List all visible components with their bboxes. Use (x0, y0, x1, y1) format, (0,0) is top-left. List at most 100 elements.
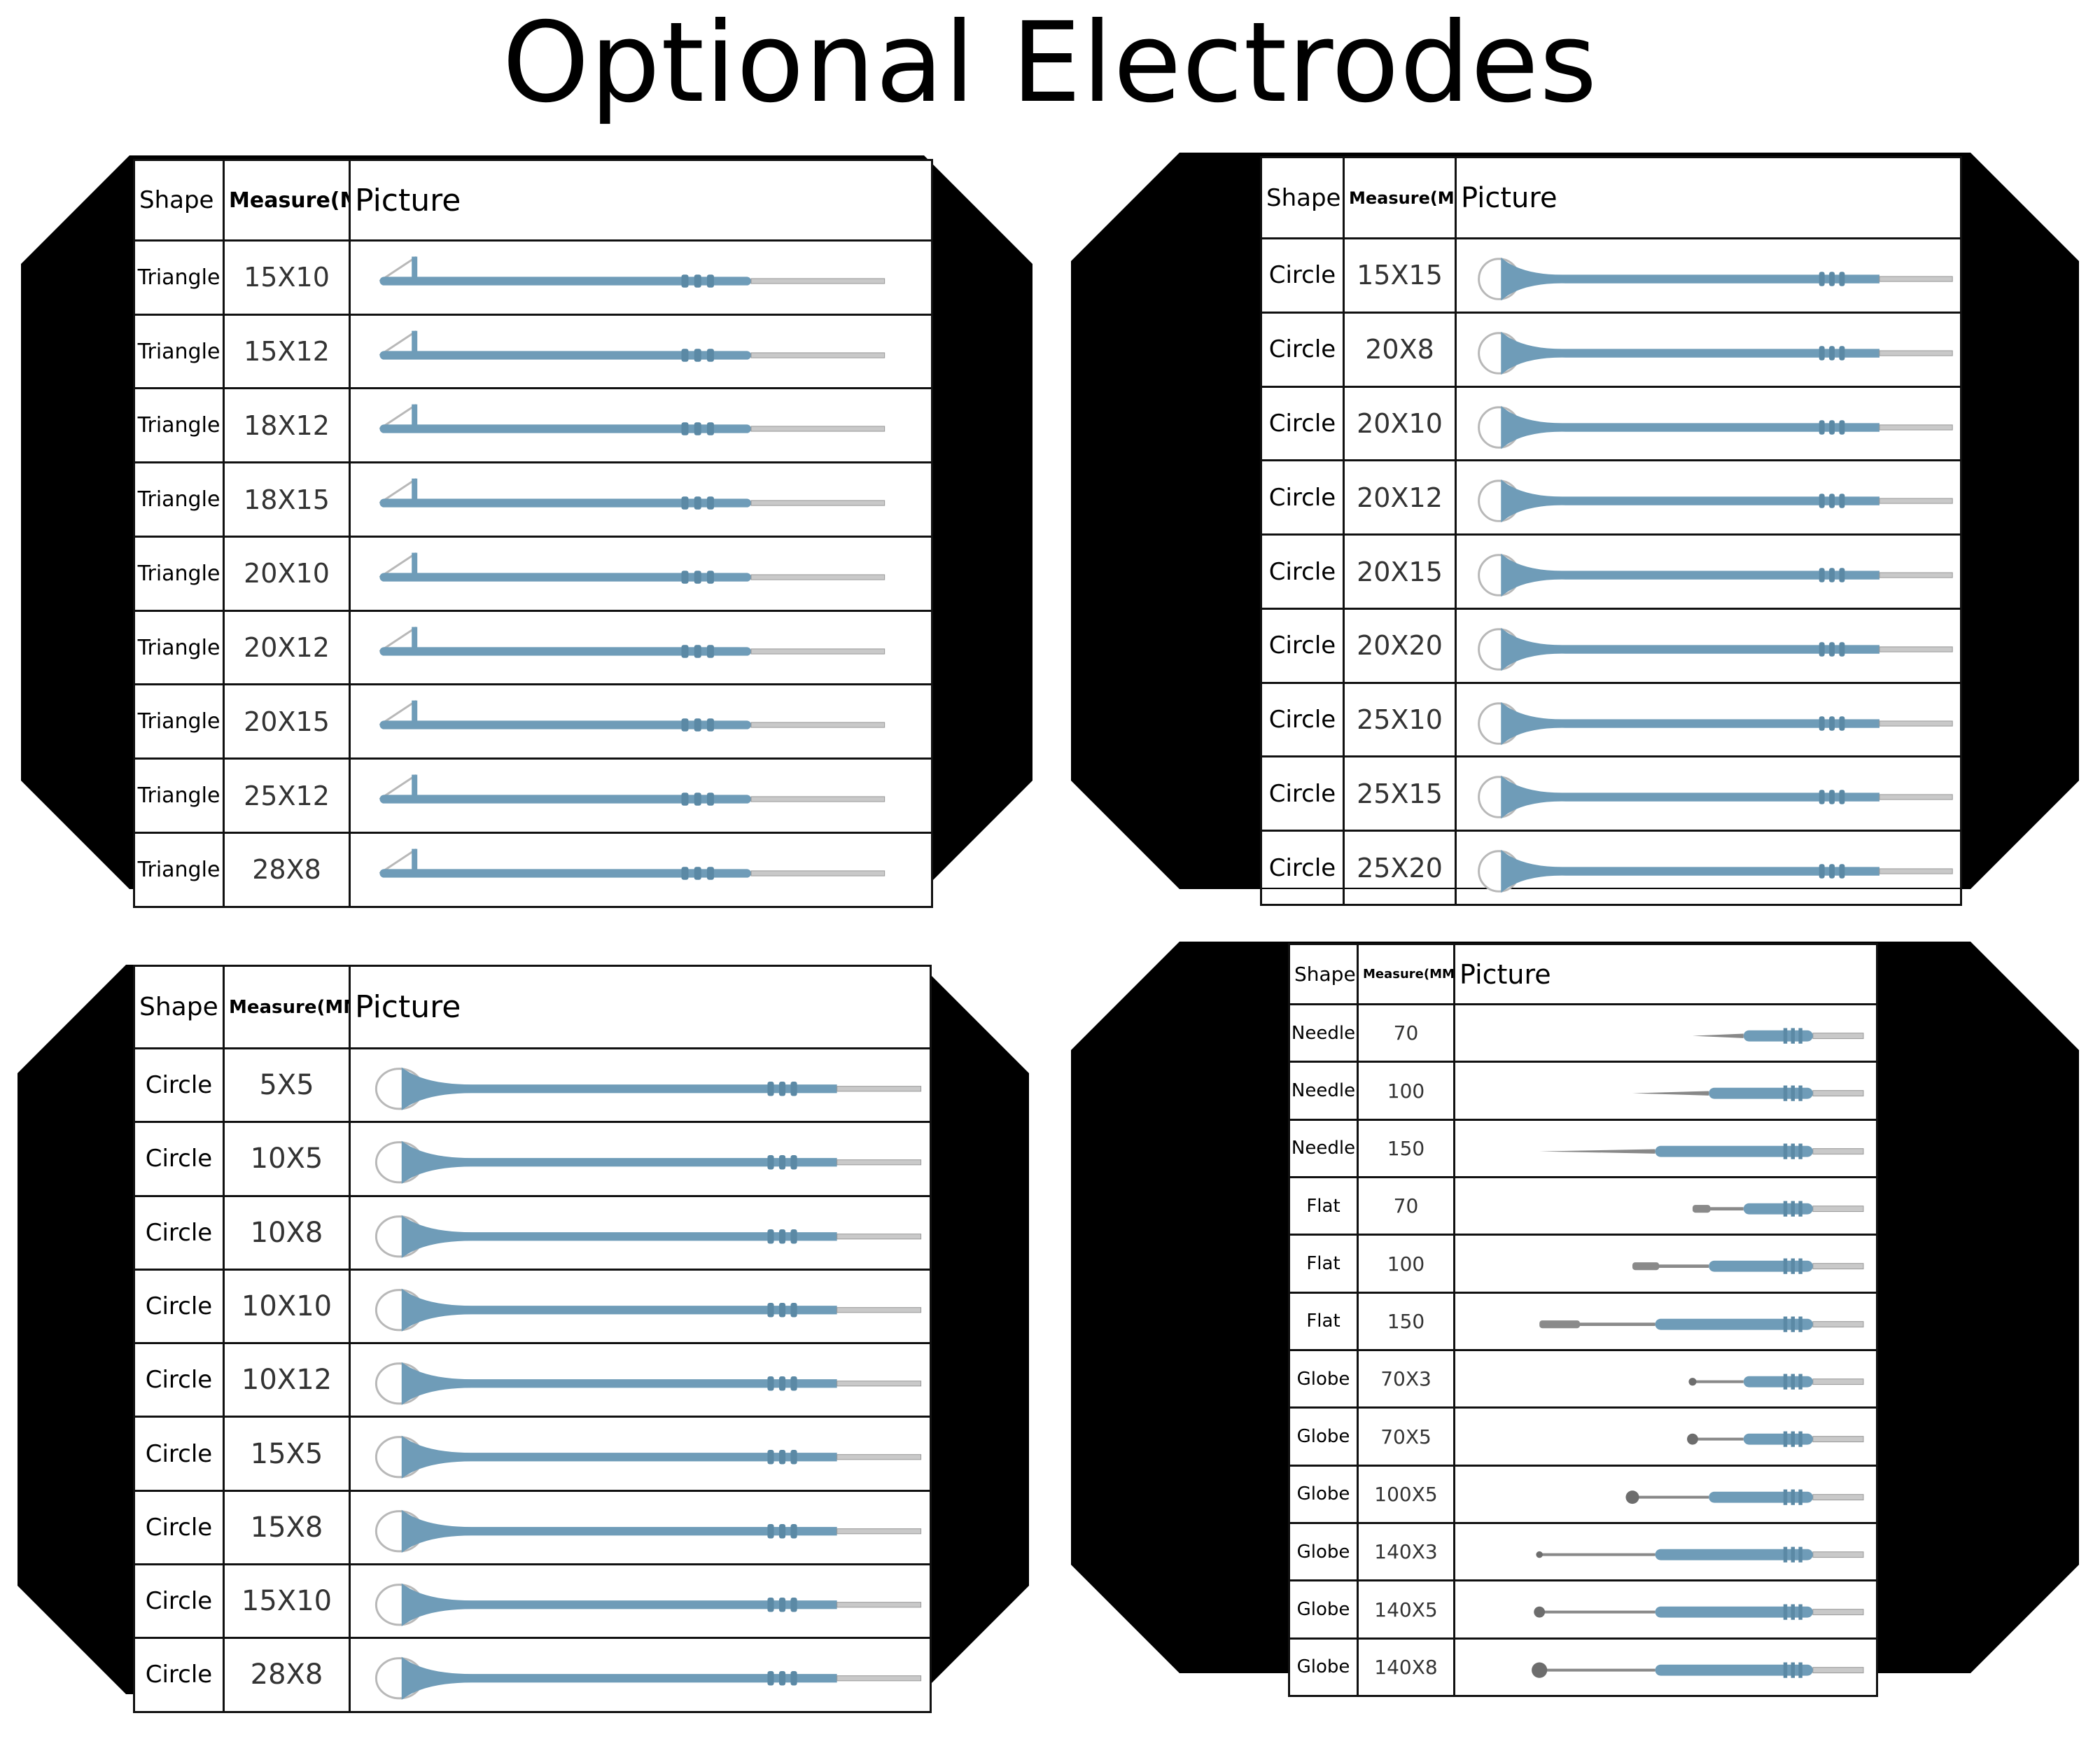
circle-loop-electrode-icon (1478, 849, 1953, 893)
shape-cell: Circle (133, 1637, 225, 1713)
picture-cell (1455, 311, 1962, 388)
circle-loop-electrode-icon (1478, 331, 1953, 375)
table-row: Flat 70 (1288, 1176, 1878, 1236)
globe-ball-electrode-icon (1688, 1374, 1864, 1390)
shape-cell: Triangle (133, 461, 225, 538)
table-row: Needle 150 (1288, 1118, 1878, 1179)
circle-loop-electrode-icon (374, 1435, 922, 1479)
table-row: Circle 20X12 (1260, 459, 1962, 536)
shape-cell: Needle (1288, 1061, 1359, 1121)
measure-cell: 28X8 (223, 1637, 351, 1713)
table-row: Globe 140X3 (1288, 1522, 1878, 1582)
picture-cell (349, 1416, 932, 1492)
picture-cell (349, 1121, 932, 1197)
table-row: Triangle 28X8 (133, 831, 933, 908)
picture-cell (349, 609, 933, 686)
circle-loop-electrode-icon (374, 1509, 922, 1553)
table-row: Circle 15X15 (1260, 237, 1962, 314)
picture-cell (1453, 1522, 1878, 1582)
shape-cell: Circle (1260, 533, 1345, 610)
picture-cell (1453, 1464, 1878, 1525)
measure-cell: 150 (1357, 1118, 1455, 1179)
shape-cell: Circle (133, 1489, 225, 1565)
measure-cell: 20X10 (1343, 385, 1457, 462)
picture-cell (349, 1563, 932, 1640)
shape-cell: Triangle (133, 683, 225, 760)
shape-cell: Globe (1288, 1464, 1359, 1525)
needle-electrode-icon (1632, 1085, 1864, 1102)
shape-cell: Globe (1288, 1349, 1359, 1409)
measure-cell: 20X8 (1343, 311, 1457, 388)
circle-loop-electrode-icon (1478, 405, 1953, 449)
measure-cell: 70X5 (1357, 1406, 1455, 1467)
measure-cell: 25X10 (1343, 681, 1457, 758)
measure-column-header: Measure(MM) (223, 965, 351, 1049)
triangle-loop-electrode-icon (379, 552, 886, 584)
table-row: Circle 20X10 (1260, 385, 1962, 462)
picture-cell (1453, 1118, 1878, 1179)
shape-cell: Circle (1260, 681, 1345, 758)
triangle-loop-electrode-icon (379, 478, 886, 510)
globe-ball-electrode-icon (1532, 1662, 1864, 1678)
picture-cell (1455, 681, 1962, 758)
shape-cell: Circle (1260, 607, 1345, 684)
measure-cell: 100 (1357, 1234, 1455, 1294)
circle-loop-electrode-icon (374, 1583, 922, 1626)
picture-cell (1453, 1061, 1878, 1121)
measure-cell: 150 (1357, 1291, 1455, 1352)
table-row: Circle 25X10 (1260, 681, 1962, 758)
picture-cell (1455, 830, 1962, 907)
picture-cell (1453, 1637, 1878, 1698)
circle-loop-electrode-icon (374, 1067, 922, 1110)
circle-loop-electrode-icon (1478, 553, 1953, 597)
table-row: Triangle 25X12 (133, 757, 933, 834)
picture-cell (349, 461, 933, 538)
table-row: Circle 28X8 (133, 1637, 932, 1713)
table-row: Globe 70X3 (1288, 1349, 1878, 1409)
table-row: Globe 100X5 (1288, 1464, 1878, 1525)
table-row: Triangle 15X12 (133, 313, 933, 390)
table-row: Triangle 20X15 (133, 683, 933, 760)
table-row: Circle 25X15 (1260, 755, 1962, 832)
panel-needle-flat-globe: Shape Measure(MM) Picture Needle 70 Needle 100… (1071, 942, 2079, 1698)
circle-loop-electrode-icon (374, 1362, 922, 1406)
picture-cell (349, 1489, 932, 1565)
measure-cell: 15X15 (1343, 237, 1457, 314)
shape-cell: Circle (1260, 755, 1345, 832)
picture-cell (1453, 1406, 1878, 1467)
picture-cell (1455, 459, 1962, 536)
table-row: Circle 15X10 (133, 1563, 932, 1640)
picture-cell (1455, 607, 1962, 684)
circle-loop-electrode-icon (1478, 776, 1953, 819)
measure-cell: 70 (1357, 1003, 1455, 1063)
table-row: Circle 20X8 (1260, 311, 1962, 388)
picture-column-header: Picture (1455, 156, 1962, 239)
measure-cell: 28X8 (223, 831, 351, 908)
circle-loop-electrode-icon (1478, 701, 1953, 746)
shape-cell: Circle (1260, 830, 1345, 907)
circle-loop-electrode-icon (374, 1140, 922, 1185)
measure-cell: 100 (1357, 1061, 1455, 1121)
picture-cell (349, 535, 933, 612)
globe-ball-electrode-icon (1687, 1431, 1864, 1448)
picture-cell (349, 831, 933, 908)
picture-cell (349, 757, 933, 834)
picture-cell (1455, 237, 1962, 314)
shape-cell: Circle (133, 1121, 225, 1197)
measure-cell: 10X8 (223, 1194, 351, 1271)
shape-cell: Needle (1288, 1118, 1359, 1179)
shape-column-header: Shape (133, 159, 225, 242)
measure-cell: 140X8 (1357, 1637, 1455, 1698)
shape-cell: Triangle (133, 831, 225, 908)
measure-cell: 140X5 (1357, 1579, 1455, 1640)
shape-cell: Circle (1260, 459, 1345, 536)
picture-cell (1455, 533, 1962, 610)
triangle-loop-electrode-icon (379, 404, 886, 436)
circle-loop-electrode-icon (1478, 257, 1953, 301)
measure-column-header: Measure(MM) (1357, 943, 1455, 1005)
table-row: Needle 70 (1288, 1003, 1878, 1063)
flat-blade-electrode-icon (1692, 1201, 1864, 1217)
measure-cell: 15X12 (223, 313, 351, 390)
picture-cell (349, 1268, 932, 1345)
